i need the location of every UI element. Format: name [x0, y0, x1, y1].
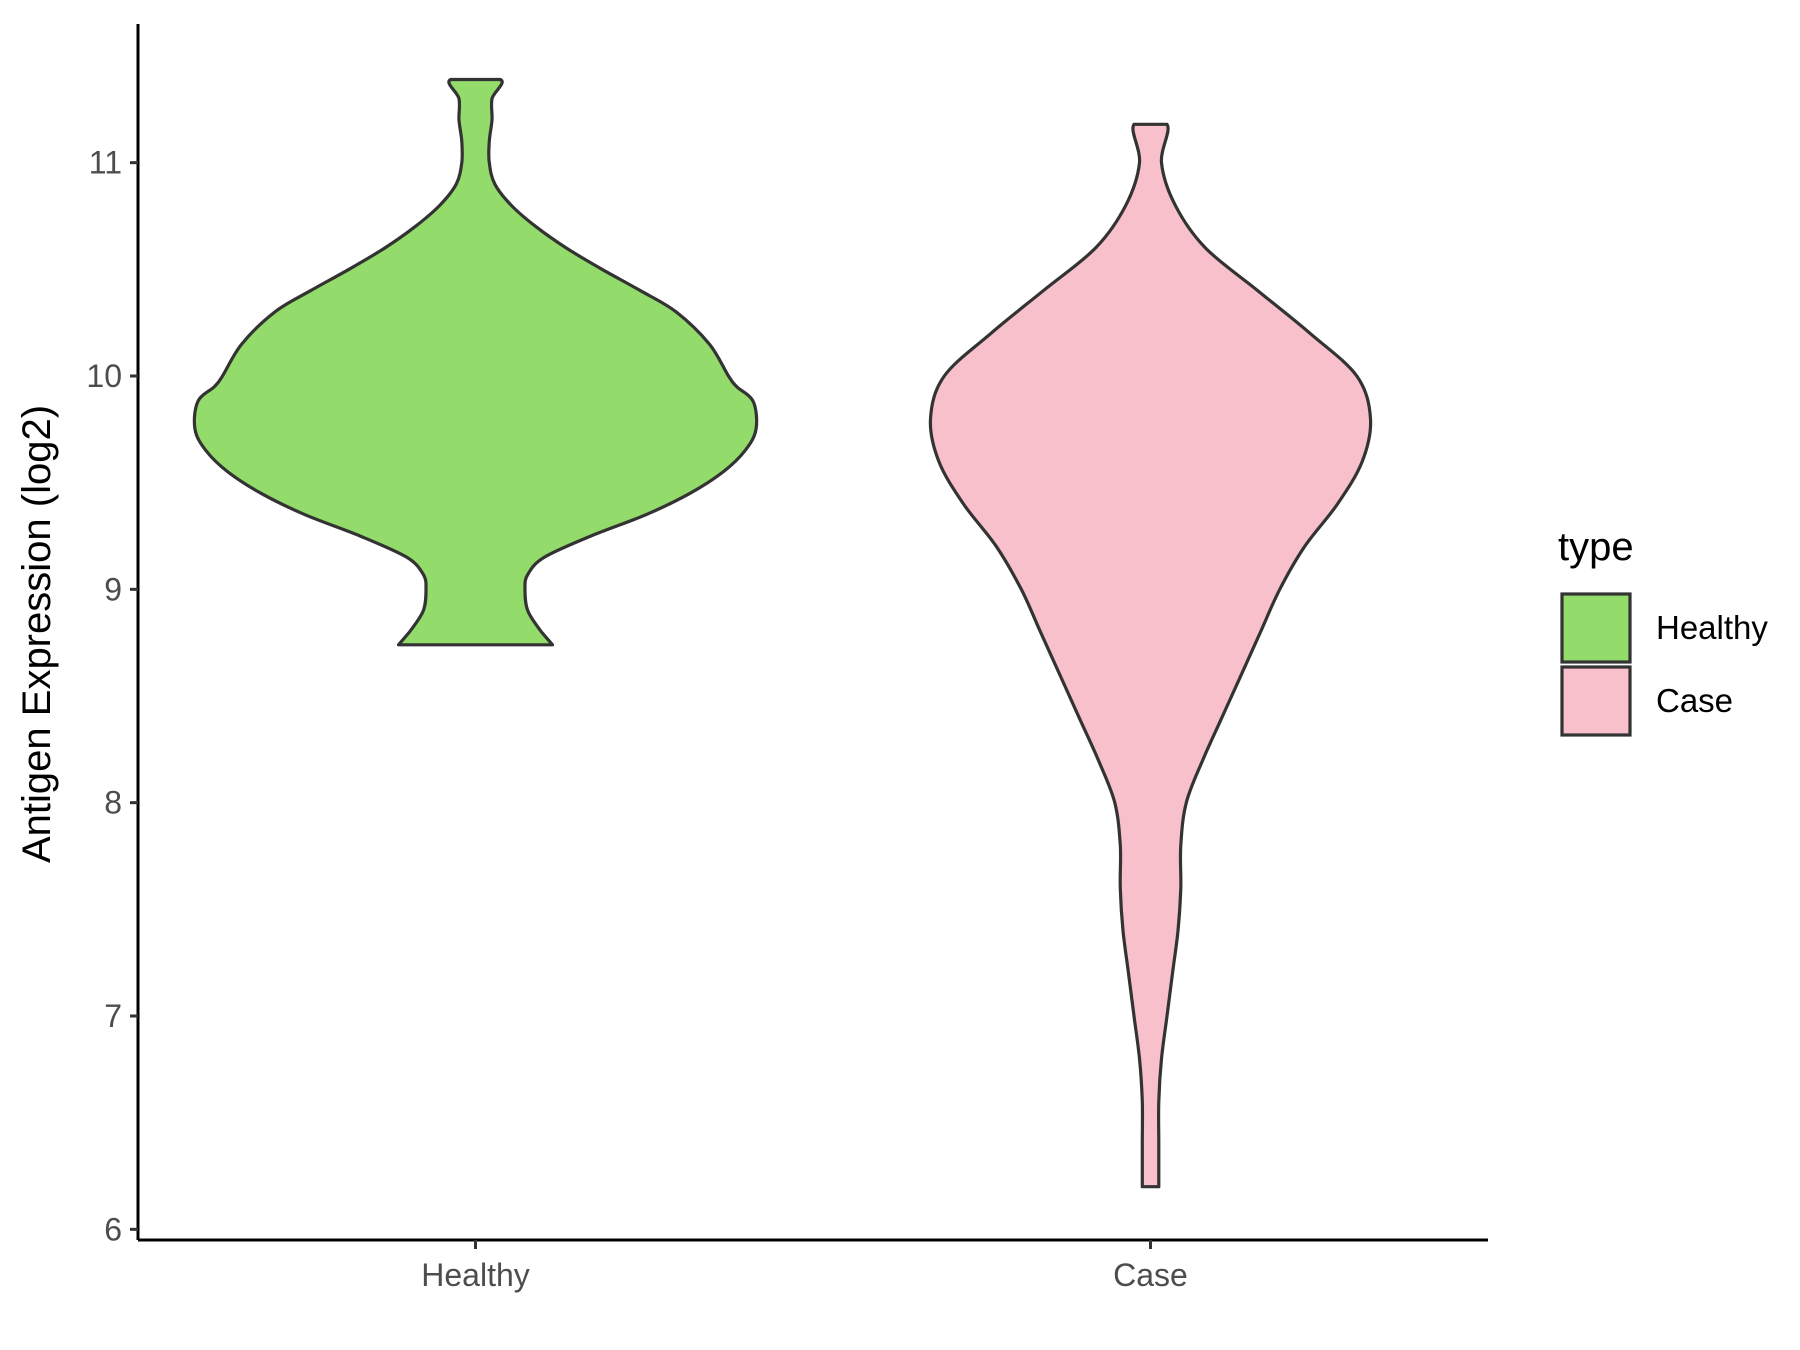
- legend-items: Healthy Case: [1560, 592, 1768, 737]
- legend-label-healthy: Healthy: [1656, 609, 1768, 646]
- legend: type Healthy Case: [1558, 525, 1768, 737]
- x-tick-label: Case: [1113, 1257, 1188, 1293]
- y-tick-label: 6: [104, 1211, 122, 1247]
- y-tick-label: 7: [104, 998, 122, 1034]
- y-tick-label: 8: [104, 785, 122, 821]
- legend-title: type: [1558, 525, 1634, 569]
- violin-layer: [192, 77, 1373, 1189]
- axes: 6 7 8 9 10 11 Healthy Case: [86, 24, 1488, 1293]
- legend-swatch-case: [1560, 665, 1632, 737]
- y-tick-label: 10: [86, 358, 122, 394]
- y-axis-title: Antigen Expression (log2): [15, 405, 59, 863]
- violin-healthy: [192, 77, 759, 647]
- x-tick-label: Healthy: [421, 1257, 530, 1293]
- y-tick-label: 11: [89, 145, 122, 181]
- y-tick-label: 9: [104, 571, 122, 607]
- violin-case: [928, 122, 1373, 1189]
- legend-label-case: Case: [1656, 682, 1733, 719]
- legend-swatch-healthy: [1560, 592, 1632, 664]
